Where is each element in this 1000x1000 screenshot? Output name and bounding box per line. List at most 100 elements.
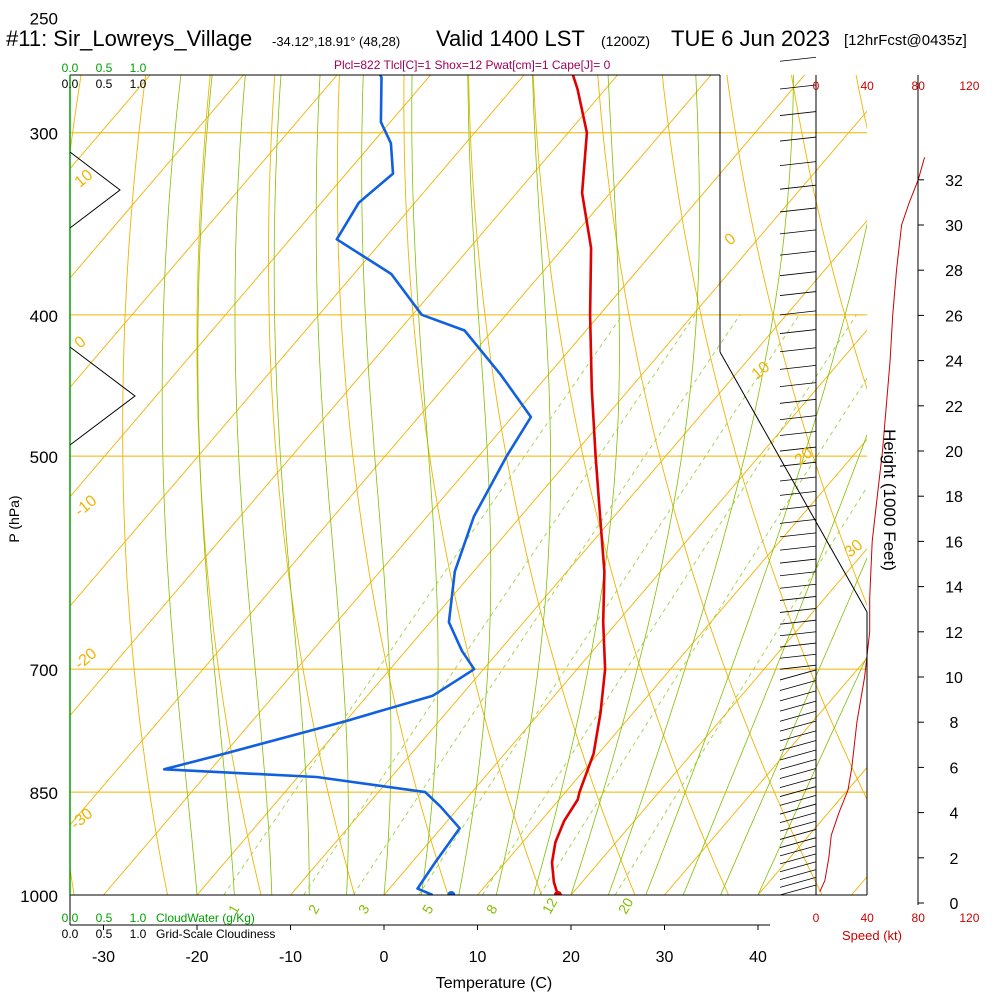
isotherm-label: 10 — [749, 359, 774, 384]
height-tick-label: 28 — [945, 263, 963, 280]
wind-barb — [779, 653, 817, 659]
wind-barb — [779, 184, 817, 190]
wind-barb — [779, 876, 817, 888]
wind-barb — [779, 431, 817, 436]
speed-tick-label-top: 0 — [813, 79, 820, 93]
moist-adiabat-line — [608, 75, 794, 895]
wind-barb — [779, 365, 817, 370]
cloudiness-label: Grid-Scale Cloudiness — [156, 927, 275, 941]
wind-barb — [779, 84, 817, 90]
mixing-ratio-label: 8 — [483, 902, 501, 917]
wind-barb — [779, 820, 817, 832]
dry-adiabat-line — [597, 75, 823, 895]
moist-adiabat-line — [570, 75, 700, 895]
height-tick-label: 0 — [950, 896, 959, 913]
isotherm-line — [664, 657, 867, 895]
isotherm-line — [103, 75, 806, 895]
moist-adiabat-line — [533, 75, 620, 895]
dry-adiabat-line — [403, 75, 542, 895]
wind-barb — [779, 837, 817, 849]
height-tick-label: 24 — [945, 354, 963, 371]
wind-barb — [779, 730, 817, 742]
height-tick-label: 32 — [945, 173, 963, 190]
wind-barb — [779, 398, 817, 404]
cloudiness-scale-label: 0.5 — [96, 77, 113, 91]
plot-diagonal-border — [719, 351, 868, 613]
speed-tick-label-bottom: 80 — [912, 911, 926, 925]
wind-barb — [779, 491, 817, 496]
isotherm-label: 10 — [72, 167, 97, 192]
temperature-tick-label: -20 — [185, 949, 208, 966]
moist-adiabat-line — [234, 75, 273, 895]
isotherm-line — [70, 75, 712, 826]
isotherm-line — [383, 329, 867, 895]
speed-tick-label-bottom: 120 — [959, 911, 979, 925]
height-tick-label: 16 — [945, 534, 963, 551]
height-tick-label: 12 — [945, 625, 963, 642]
pressure-tick-label: 700 — [30, 661, 58, 680]
dry-adiabat-line — [196, 75, 262, 895]
wind-barb — [779, 758, 817, 770]
isotherm-line — [70, 75, 525, 607]
dry-adiabat-line — [532, 75, 729, 895]
wind-barb — [779, 347, 817, 353]
pressure-tick-label: 500 — [30, 448, 58, 467]
height-tick-label: 14 — [945, 580, 963, 597]
wind-barb — [779, 461, 817, 467]
isotherm-line — [70, 75, 432, 498]
wind-barb — [779, 740, 817, 751]
isotherm-label: -30 — [68, 805, 97, 833]
cloudiness-scale-label: 1.0 — [130, 927, 147, 941]
wind-barb — [779, 690, 817, 702]
forecast-info: [12hrFcst@0435z] — [844, 32, 967, 49]
wind-barb — [779, 845, 817, 857]
height-tick-label: 8 — [950, 715, 959, 732]
temperature-line — [550, 75, 607, 895]
height-axis-label: Height (1000 Feet) — [880, 429, 899, 571]
mixing-ratio-label: 2 — [305, 902, 323, 917]
isotherm-line — [290, 219, 867, 895]
station-coords: -34.12°,18.91° (48,28) — [272, 34, 401, 49]
height-tick-label: 6 — [950, 760, 959, 777]
cloudiness-profile — [69, 346, 136, 446]
wind-barb — [779, 680, 817, 691]
pressure-tick-label: 300 — [30, 125, 58, 144]
wind-barb — [779, 545, 817, 551]
dry-adiabat-line — [791, 75, 867, 391]
wind-barb — [779, 596, 817, 601]
wind-barb — [779, 700, 817, 712]
pressure-tick-label: 400 — [30, 307, 58, 326]
dry-adiabat-line — [661, 75, 867, 801]
mixing-ratio-line — [418, 314, 800, 895]
isotherm-line — [70, 75, 338, 389]
wind-barb — [779, 136, 817, 142]
wind-barb — [779, 229, 817, 235]
temperature-tick-label: 30 — [656, 949, 674, 966]
cloudiness-scale-label: 1.0 — [130, 77, 147, 91]
wind-barb — [779, 518, 817, 524]
wind-barb — [779, 250, 817, 256]
wind-barb — [779, 161, 817, 166]
isotherm-line — [0, 0, 133, 895]
speed-tick-label-bottom: 40 — [860, 911, 874, 925]
wind-barb — [779, 642, 817, 648]
dry-adiabat-line — [726, 75, 867, 607]
temperature-tick-label: 10 — [469, 949, 487, 966]
speed-tick-label-top: 120 — [959, 79, 979, 93]
height-tick-label: 26 — [945, 308, 963, 325]
mixing-ratio-label: 3 — [355, 902, 373, 917]
surface-temperature-marker — [553, 891, 562, 895]
height-tick-label: 20 — [945, 444, 963, 461]
station-title: #11: Sir_Lowreys_Village — [6, 26, 253, 51]
wind-barb — [779, 271, 817, 277]
wind-barb — [779, 812, 817, 824]
moist-adiabat-line — [197, 75, 235, 895]
moist-adiabat-line — [361, 75, 392, 895]
cloudwater-label: CloudWater (g/Kg) — [156, 911, 255, 925]
height-tick-label: 22 — [945, 399, 963, 416]
wind-barb — [779, 291, 817, 296]
cloudiness-scale-label: 0.0 — [62, 927, 79, 941]
temperature-tick-label: -30 — [92, 949, 115, 966]
moist-adiabat-line — [161, 75, 198, 895]
